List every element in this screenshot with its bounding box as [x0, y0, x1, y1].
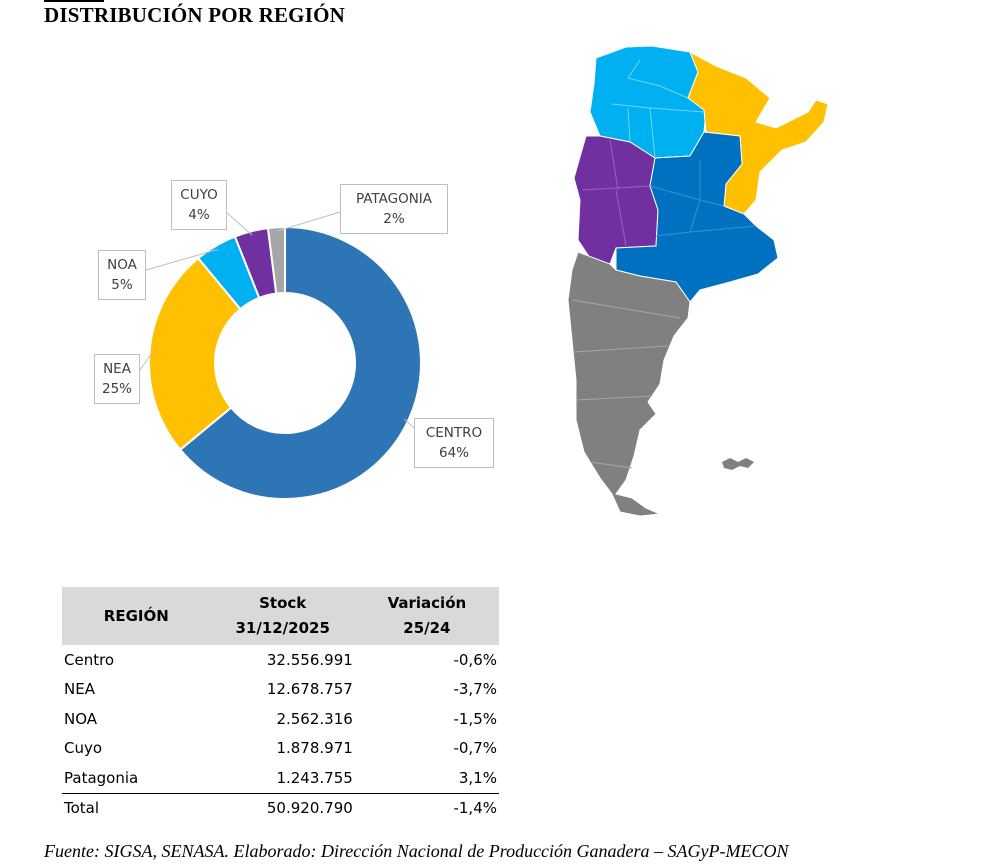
- header-stock: Stock 31/12/2025: [210, 587, 355, 645]
- leader-line-patagonia: [276, 211, 341, 232]
- map-region-nea: [687, 50, 829, 215]
- map-islands: [722, 458, 754, 470]
- cell-region: NEA: [64, 680, 95, 699]
- cell-variation: 3,1%: [458, 768, 497, 787]
- leader-line-cuyo: [225, 211, 253, 236]
- cell-variation: -3,7%: [453, 680, 497, 699]
- donut-slice-centro: [178, 225, 422, 500]
- label-cuyo-name: CUYO: [180, 187, 218, 203]
- header-region-text: REGIÓN: [103, 606, 169, 625]
- top-rule: [44, 0, 104, 2]
- cell-stock: 1.878.971: [276, 739, 353, 758]
- cell-region: NOA: [64, 709, 98, 728]
- label-centro-name: CENTRO: [425, 425, 483, 441]
- source-note: Fuente: SIGSA, SENASA. Elaborado: Direcc…: [44, 841, 789, 861]
- label-noa-name: NOA: [107, 257, 137, 273]
- header-variation-line1: Variación: [387, 594, 467, 612]
- label-nea-name: NEA: [103, 361, 131, 377]
- label-patagonia: PATAGONIA 2%: [340, 184, 448, 234]
- map-region-centro: [615, 131, 779, 303]
- label-patagonia-name: PATAGONIA: [355, 191, 433, 207]
- donut-slice-nea: [148, 256, 242, 452]
- leader-line-nea: [139, 350, 154, 371]
- stock-table: REGIÓN Stock 31/12/2025 Variación 25/24 …: [62, 587, 499, 823]
- cell-stock: 2.562.316: [276, 709, 353, 728]
- map-noa-borders: [611, 59, 705, 159]
- cell-stock: 32.556.991: [266, 650, 353, 669]
- cell-region: Patagonia: [64, 768, 139, 787]
- map-centro-borders: [649, 160, 757, 237]
- page-title: DISTRIBUCIÓN POR REGIÓN: [44, 3, 345, 27]
- cell-variation: -0,6%: [453, 650, 497, 669]
- cell-region: Cuyo: [64, 739, 103, 758]
- cell-stock: 12.678.757: [266, 680, 353, 699]
- label-cuyo-pct: 4%: [188, 207, 210, 223]
- header-stock-line1: Stock: [259, 594, 307, 612]
- label-patagonia-pct: 2%: [383, 211, 405, 227]
- label-noa: NOA 5%: [98, 250, 146, 300]
- donut-chart: [139, 211, 422, 500]
- table-row: Centro 32.556.991 -0,6%: [62, 645, 499, 675]
- leader-line-noa: [145, 248, 218, 271]
- table-row: NEA 12.678.757 -3,7%: [62, 675, 499, 705]
- header-variation: Variación 25/24: [354, 587, 499, 645]
- cell-stock: 1.243.755: [276, 768, 353, 787]
- label-centro-pct: 64%: [438, 445, 469, 461]
- cell-stock: 50.920.790: [210, 792, 355, 823]
- donut-slice-patagonia: [266, 225, 286, 295]
- map-region-cuyo: [573, 135, 659, 265]
- cell-variation: -1,4%: [354, 792, 499, 823]
- map-region-patagonia: [567, 251, 691, 517]
- leader-line-centro: [404, 418, 415, 429]
- map-patagonia-borders: [571, 299, 681, 469]
- cell-region: Centro: [64, 650, 115, 669]
- header-variation-line2: 25/24: [403, 619, 451, 637]
- label-noa-pct: 5%: [111, 277, 133, 293]
- table-row: Cuyo 1.878.971 -0,7%: [62, 734, 499, 764]
- label-centro: CENTRO 64%: [414, 418, 494, 468]
- label-nea-pct: 25%: [101, 381, 132, 397]
- table-total-row: Total 50.920.790 -1,4%: [62, 792, 499, 823]
- argentina-region-map: [567, 45, 829, 517]
- table-header-row: REGIÓN Stock 31/12/2025 Variación 25/24: [62, 587, 499, 645]
- cell-region: Total: [62, 792, 211, 823]
- map-cuyo-borders: [581, 139, 651, 247]
- table-row: NOA 2.562.316 -1,5%: [62, 704, 499, 734]
- cell-variation: -0,7%: [453, 739, 497, 758]
- table-row: Patagonia 1.243.755 3,1%: [62, 763, 499, 793]
- label-nea: NEA 25%: [94, 354, 140, 404]
- header-region: REGIÓN: [62, 587, 211, 645]
- cell-variation: -1,5%: [453, 709, 497, 728]
- label-cuyo: CUYO 4%: [171, 180, 227, 230]
- header-stock-line2: 31/12/2025: [235, 619, 330, 637]
